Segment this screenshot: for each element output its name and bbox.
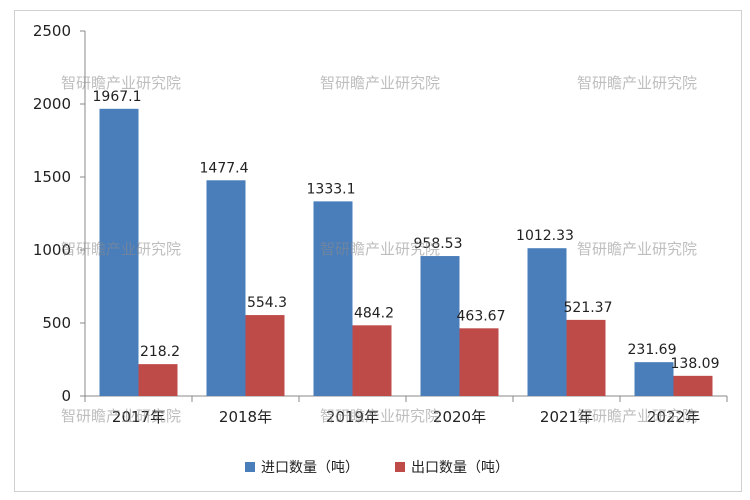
export-bar (566, 319, 606, 396)
export-value-label: 484.2 (354, 305, 394, 321)
data-labels: 1967.1 218.2 1477.4 554.3 1333.1 484.2 958.53 4… (93, 89, 720, 372)
watermark-text: 智研瞻产业研究院 (577, 74, 697, 92)
legend-swatch (395, 462, 405, 472)
x-tick-label: 2022年 (647, 408, 700, 426)
export-value-label: 554.3 (247, 295, 287, 311)
import-bar (313, 201, 353, 396)
watermark-text: 智研瞻产业研究院 (61, 407, 181, 425)
x-tick-label: 2020年 (433, 408, 486, 426)
export-bar (673, 375, 713, 396)
watermark-text: 智研瞻产业研究院 (577, 240, 697, 258)
legend-label: 出口数量（吨） (411, 460, 509, 476)
x-tick-label: 2018年 (219, 408, 272, 426)
export-value-label: 218.2 (140, 344, 180, 360)
x-tick-label: 2019年 (326, 408, 379, 426)
watermark-text: 智研瞻产业研究院 (320, 407, 440, 425)
export-value-label: 463.67 (457, 308, 506, 324)
import-bar (99, 108, 139, 396)
bars (99, 108, 713, 396)
watermark-text: 智研瞻产业研究院 (320, 74, 440, 92)
export-bar (352, 325, 392, 396)
y-tick-label: 500 (42, 314, 71, 332)
y-tick-label: 2000 (33, 95, 71, 113)
y-tick-label: 1000 (33, 241, 71, 259)
import-value-label: 1477.4 (200, 160, 249, 176)
y-tick-label: 1500 (33, 168, 71, 186)
legend-swatch (245, 462, 255, 472)
import-value-label: 1967.1 (93, 89, 142, 105)
y-tick-label: 0 (61, 387, 71, 405)
x-tick-label: 2017年 (112, 408, 165, 426)
watermark-text: 智研瞻产业研究院 (320, 240, 440, 258)
import-bar (634, 362, 674, 396)
import-value-label: 958.53 (414, 236, 463, 252)
export-bar (245, 315, 285, 396)
export-value-label: 138.09 (671, 356, 720, 372)
watermark-text: 智研瞻产业研究院 (61, 74, 181, 92)
axes: 0 500 1000 1500 2000 2500 2017年 2018年 2019年 2020年… (33, 22, 728, 426)
export-value-label: 521.37 (564, 300, 613, 316)
import-value-label: 1012.33 (516, 228, 574, 244)
import-value-label: 1333.1 (307, 181, 356, 197)
import-bar (527, 248, 567, 396)
legend: 进口数量（吨） 出口数量（吨） (245, 460, 509, 476)
chart-frame: 0 500 1000 1500 2000 2500 2017年 2018年 2019年 2020年… (14, 10, 742, 492)
x-tick-label: 2021年 (540, 408, 593, 426)
y-tick-label: 2500 (33, 22, 71, 40)
legend-label: 进口数量（吨） (261, 460, 359, 476)
import-bar (420, 256, 460, 396)
watermark-text: 智研瞻产业研究院 (61, 240, 181, 258)
export-bar (138, 364, 178, 396)
watermark-text: 智研瞻产业研究院 (577, 407, 697, 425)
bar-chart: 0 500 1000 1500 2000 2500 2017年 2018年 2019年 2020年… (33, 22, 728, 476)
import-value-label: 231.69 (628, 342, 677, 358)
export-bar (459, 328, 499, 396)
import-bar (206, 180, 246, 396)
